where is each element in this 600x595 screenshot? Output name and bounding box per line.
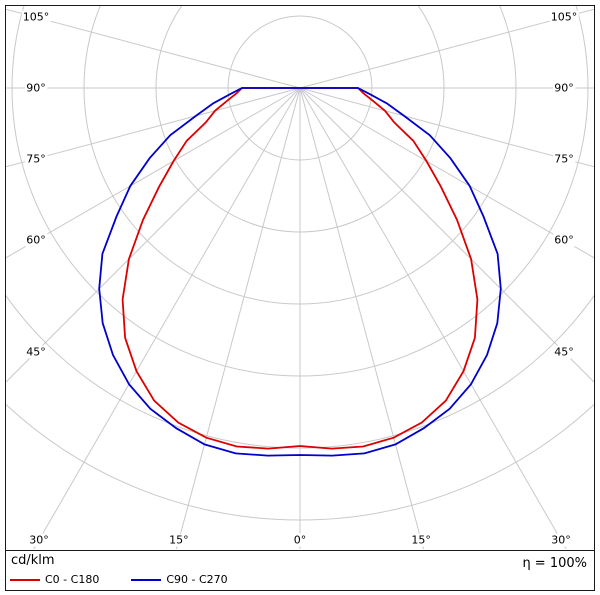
- angle-tick-label: 105°: [21, 10, 51, 24]
- grid-ray: [299, 87, 594, 168]
- angle-tick-label: 90°: [553, 81, 575, 95]
- curve-c90-c270: [98, 87, 502, 457]
- efficiency-label: η = 100%: [522, 556, 587, 571]
- grid-ray: [175, 87, 301, 549]
- legend-label-c0-c180: C0 - C180: [45, 573, 100, 586]
- angle-tick-label: 30°: [550, 533, 572, 547]
- legend-entry-c0-c180: C0 - C180: [10, 573, 99, 586]
- angle-tick-label: 105°: [549, 10, 579, 24]
- grid-ray: [299, 87, 567, 549]
- angle-tick-label: 0°: [292, 533, 308, 547]
- angle-tick-label: 60°: [25, 233, 47, 247]
- angle-tick-label: 45°: [25, 345, 47, 359]
- grid-ray: [6, 8, 301, 89]
- legend-label-c90-c270: C90 - C270: [166, 573, 228, 586]
- grid-ray: [33, 87, 301, 549]
- curve-c0-c180: [121, 87, 479, 450]
- grid-ray: [299, 87, 594, 259]
- legend-line-c0-c180: [10, 578, 40, 581]
- angle-tick-label: 90°: [25, 81, 47, 95]
- angle-tick-label: 15°: [410, 533, 432, 547]
- units-label: cd/klm: [11, 553, 55, 568]
- angle-tick-label: 75°: [25, 152, 47, 166]
- grid-ray: [299, 87, 594, 383]
- grid-ray: [299, 8, 594, 89]
- angle-tick-label: 30°: [28, 533, 50, 547]
- angle-tick-label: 60°: [553, 233, 575, 247]
- grid-ray: [6, 87, 301, 383]
- grid-ray: [299, 87, 425, 549]
- angle-tick-label: 45°: [553, 345, 575, 359]
- grid-ray: [6, 87, 301, 259]
- legend: C0 - C180 C90 - C270: [10, 572, 228, 587]
- angle-tick-label: 75°: [553, 152, 575, 166]
- angle-tick-label: 15°: [168, 533, 190, 547]
- legend-entry-c90-c270: C90 - C270: [131, 573, 228, 586]
- legend-line-c90-c270: [131, 578, 162, 581]
- legend-separator: [5, 550, 595, 551]
- grid-ray: [6, 87, 301, 168]
